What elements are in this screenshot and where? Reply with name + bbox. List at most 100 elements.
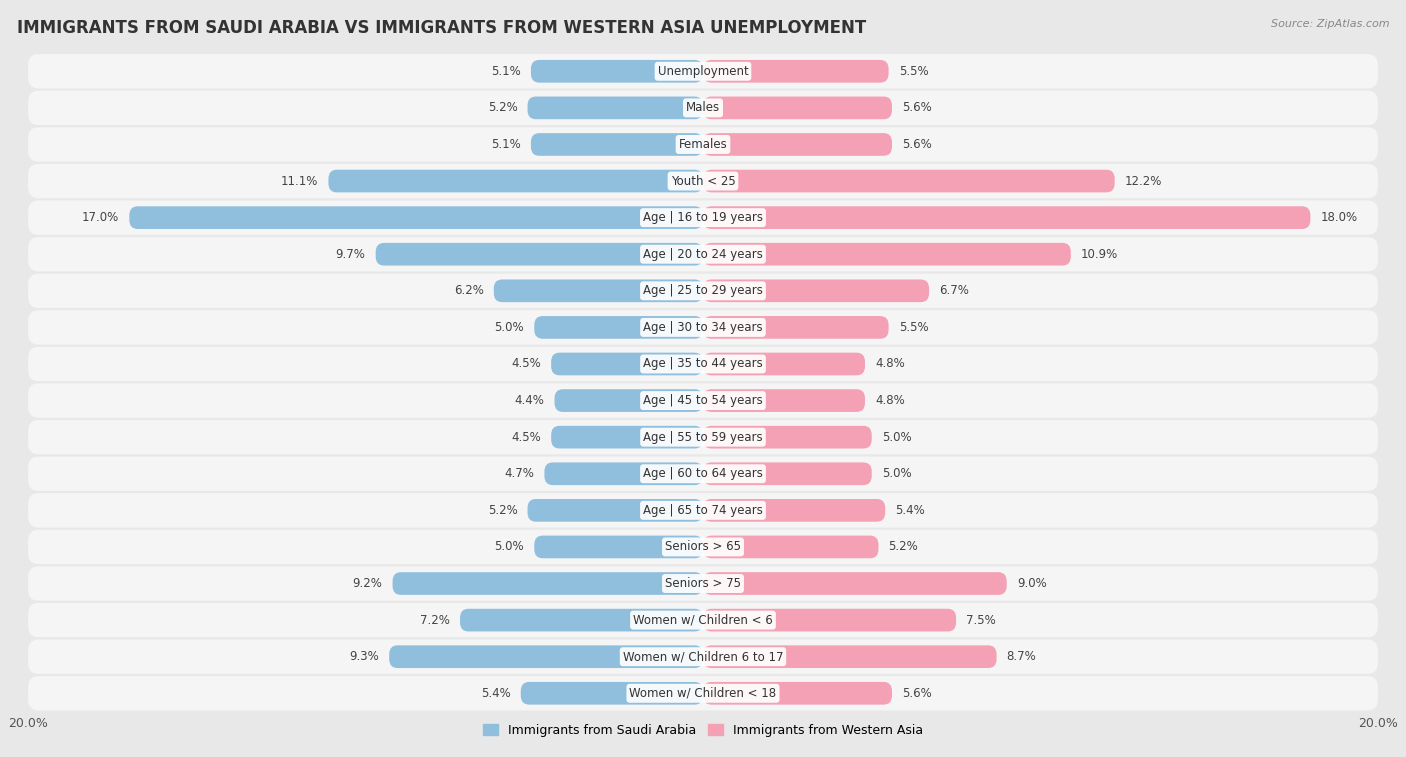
FancyBboxPatch shape <box>703 572 1007 595</box>
Text: Age | 25 to 29 years: Age | 25 to 29 years <box>643 285 763 298</box>
FancyBboxPatch shape <box>28 420 1378 454</box>
FancyBboxPatch shape <box>703 133 891 156</box>
FancyBboxPatch shape <box>28 164 1378 198</box>
FancyBboxPatch shape <box>28 91 1378 125</box>
Text: Source: ZipAtlas.com: Source: ZipAtlas.com <box>1271 19 1389 29</box>
Text: 5.4%: 5.4% <box>481 687 510 699</box>
FancyBboxPatch shape <box>531 133 703 156</box>
Text: Age | 30 to 34 years: Age | 30 to 34 years <box>643 321 763 334</box>
Text: 7.5%: 7.5% <box>966 614 995 627</box>
FancyBboxPatch shape <box>460 609 703 631</box>
Text: 4.4%: 4.4% <box>515 394 544 407</box>
Text: 8.7%: 8.7% <box>1007 650 1036 663</box>
Text: 5.6%: 5.6% <box>903 687 932 699</box>
Text: Seniors > 65: Seniors > 65 <box>665 540 741 553</box>
Text: 5.0%: 5.0% <box>495 321 524 334</box>
FancyBboxPatch shape <box>28 54 1378 89</box>
Text: Women w/ Children 6 to 17: Women w/ Children 6 to 17 <box>623 650 783 663</box>
FancyBboxPatch shape <box>703 60 889 83</box>
Text: 5.5%: 5.5% <box>898 65 928 78</box>
FancyBboxPatch shape <box>392 572 703 595</box>
FancyBboxPatch shape <box>28 566 1378 601</box>
FancyBboxPatch shape <box>534 316 703 338</box>
Text: 5.4%: 5.4% <box>896 504 925 517</box>
Text: 4.7%: 4.7% <box>505 467 534 480</box>
Text: 5.2%: 5.2% <box>488 504 517 517</box>
Text: 5.6%: 5.6% <box>903 101 932 114</box>
Text: 17.0%: 17.0% <box>82 211 120 224</box>
Text: 5.0%: 5.0% <box>882 467 911 480</box>
FancyBboxPatch shape <box>28 603 1378 637</box>
Text: 5.1%: 5.1% <box>491 65 520 78</box>
Text: Age | 65 to 74 years: Age | 65 to 74 years <box>643 504 763 517</box>
Text: Age | 20 to 24 years: Age | 20 to 24 years <box>643 248 763 260</box>
Text: 5.1%: 5.1% <box>491 138 520 151</box>
FancyBboxPatch shape <box>28 127 1378 162</box>
Text: Age | 35 to 44 years: Age | 35 to 44 years <box>643 357 763 370</box>
Text: 9.2%: 9.2% <box>353 577 382 590</box>
FancyBboxPatch shape <box>703 316 889 338</box>
FancyBboxPatch shape <box>703 207 1310 229</box>
FancyBboxPatch shape <box>389 646 703 668</box>
Text: 6.2%: 6.2% <box>454 285 484 298</box>
FancyBboxPatch shape <box>703 499 886 522</box>
Text: 4.8%: 4.8% <box>875 357 905 370</box>
Text: 5.5%: 5.5% <box>898 321 928 334</box>
Text: Age | 55 to 59 years: Age | 55 to 59 years <box>643 431 763 444</box>
Text: 5.0%: 5.0% <box>495 540 524 553</box>
Text: 18.0%: 18.0% <box>1320 211 1358 224</box>
FancyBboxPatch shape <box>703 353 865 375</box>
FancyBboxPatch shape <box>531 60 703 83</box>
Text: 7.2%: 7.2% <box>420 614 450 627</box>
FancyBboxPatch shape <box>375 243 703 266</box>
FancyBboxPatch shape <box>527 499 703 522</box>
Text: 4.5%: 4.5% <box>512 357 541 370</box>
FancyBboxPatch shape <box>520 682 703 705</box>
Text: Age | 45 to 54 years: Age | 45 to 54 years <box>643 394 763 407</box>
Text: 4.8%: 4.8% <box>875 394 905 407</box>
Text: 11.1%: 11.1% <box>281 175 318 188</box>
FancyBboxPatch shape <box>551 353 703 375</box>
FancyBboxPatch shape <box>551 426 703 448</box>
FancyBboxPatch shape <box>703 646 997 668</box>
Text: 10.9%: 10.9% <box>1081 248 1118 260</box>
FancyBboxPatch shape <box>28 310 1378 344</box>
FancyBboxPatch shape <box>554 389 703 412</box>
Text: IMMIGRANTS FROM SAUDI ARABIA VS IMMIGRANTS FROM WESTERN ASIA UNEMPLOYMENT: IMMIGRANTS FROM SAUDI ARABIA VS IMMIGRAN… <box>17 19 866 37</box>
Text: Females: Females <box>679 138 727 151</box>
FancyBboxPatch shape <box>703 389 865 412</box>
FancyBboxPatch shape <box>703 170 1115 192</box>
FancyBboxPatch shape <box>28 456 1378 491</box>
FancyBboxPatch shape <box>28 493 1378 528</box>
Text: Males: Males <box>686 101 720 114</box>
Text: 5.2%: 5.2% <box>889 540 918 553</box>
FancyBboxPatch shape <box>28 347 1378 382</box>
Text: 4.5%: 4.5% <box>512 431 541 444</box>
FancyBboxPatch shape <box>703 243 1071 266</box>
Text: 5.6%: 5.6% <box>903 138 932 151</box>
Text: 12.2%: 12.2% <box>1125 175 1163 188</box>
Text: Women w/ Children < 18: Women w/ Children < 18 <box>630 687 776 699</box>
FancyBboxPatch shape <box>28 201 1378 235</box>
FancyBboxPatch shape <box>703 536 879 558</box>
Text: 6.7%: 6.7% <box>939 285 969 298</box>
FancyBboxPatch shape <box>703 682 891 705</box>
Text: Age | 60 to 64 years: Age | 60 to 64 years <box>643 467 763 480</box>
Text: Youth < 25: Youth < 25 <box>671 175 735 188</box>
Text: 5.2%: 5.2% <box>488 101 517 114</box>
Legend: Immigrants from Saudi Arabia, Immigrants from Western Asia: Immigrants from Saudi Arabia, Immigrants… <box>478 718 928 742</box>
FancyBboxPatch shape <box>703 609 956 631</box>
FancyBboxPatch shape <box>544 463 703 485</box>
FancyBboxPatch shape <box>703 279 929 302</box>
FancyBboxPatch shape <box>28 237 1378 272</box>
Text: 9.3%: 9.3% <box>349 650 380 663</box>
Text: Unemployment: Unemployment <box>658 65 748 78</box>
Text: 9.7%: 9.7% <box>336 248 366 260</box>
FancyBboxPatch shape <box>527 97 703 119</box>
Text: 9.0%: 9.0% <box>1017 577 1046 590</box>
FancyBboxPatch shape <box>703 97 891 119</box>
FancyBboxPatch shape <box>534 536 703 558</box>
FancyBboxPatch shape <box>703 463 872 485</box>
Text: Seniors > 75: Seniors > 75 <box>665 577 741 590</box>
FancyBboxPatch shape <box>329 170 703 192</box>
